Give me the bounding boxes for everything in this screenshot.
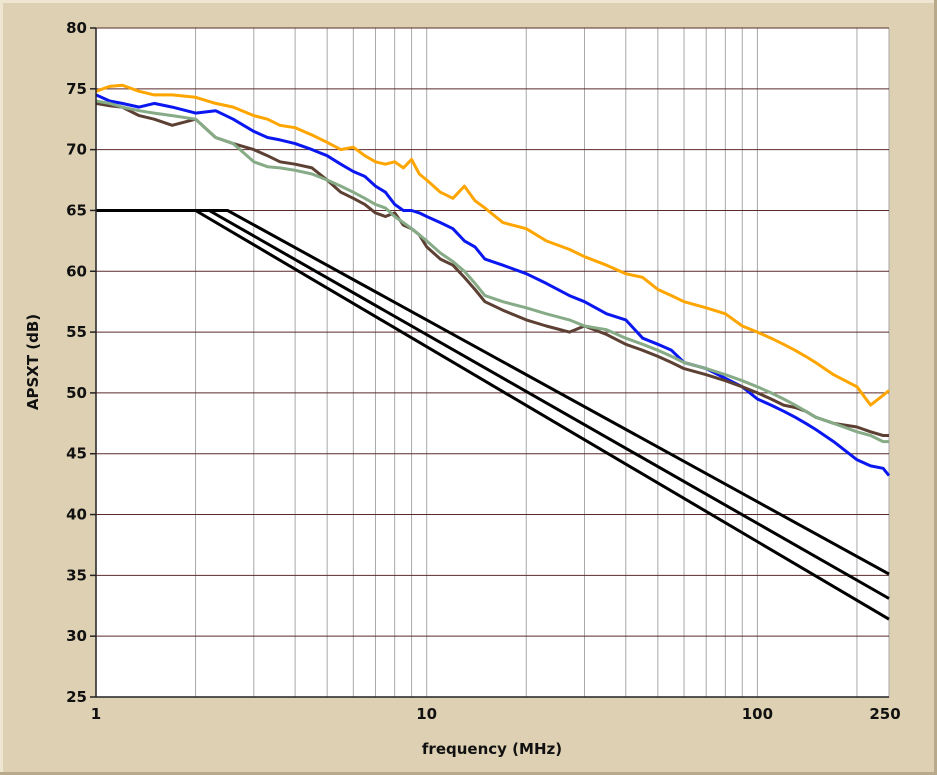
y-tick-label: 35 bbox=[66, 566, 87, 584]
y-tick-label: 25 bbox=[66, 688, 87, 706]
y-tick-label: 30 bbox=[66, 627, 87, 645]
x-tick-label: 1 bbox=[91, 705, 101, 723]
series-line-7 bbox=[96, 209, 890, 576]
series-line-1 bbox=[95, 83, 890, 407]
series-lines bbox=[95, 83, 891, 621]
y-tick-labels: 25 30 35 40 45 50 55 60 65 70 75 80 bbox=[66, 19, 87, 706]
y-tick-label: 75 bbox=[66, 80, 87, 98]
x-axis-label: frequency (MHz) bbox=[422, 740, 562, 758]
y-tick-label: 45 bbox=[66, 445, 87, 463]
y-tick-label: 60 bbox=[66, 262, 87, 280]
y-tick-label: 55 bbox=[66, 323, 87, 341]
x-tick-labels: 1 10 100 250 bbox=[91, 705, 901, 723]
y-tick-label: 50 bbox=[66, 384, 87, 402]
x-tick-label: 100 bbox=[742, 705, 773, 723]
plot-area bbox=[96, 28, 889, 697]
y-tick-label: 70 bbox=[66, 141, 87, 159]
horizontal-grid bbox=[96, 27, 889, 637]
x-tick-label: 250 bbox=[869, 705, 900, 723]
y-tick-label: 40 bbox=[66, 506, 87, 524]
y-axis-label: APSXT (dB) bbox=[24, 314, 42, 410]
y-tick-label: 65 bbox=[66, 201, 87, 219]
series-line-4 bbox=[95, 99, 889, 444]
series-line-3 bbox=[95, 101, 889, 437]
axes bbox=[90, 27, 889, 698]
x-tick-label: 10 bbox=[416, 705, 437, 723]
y-tick-label: 80 bbox=[66, 19, 87, 37]
series-line-2 bbox=[95, 93, 891, 477]
